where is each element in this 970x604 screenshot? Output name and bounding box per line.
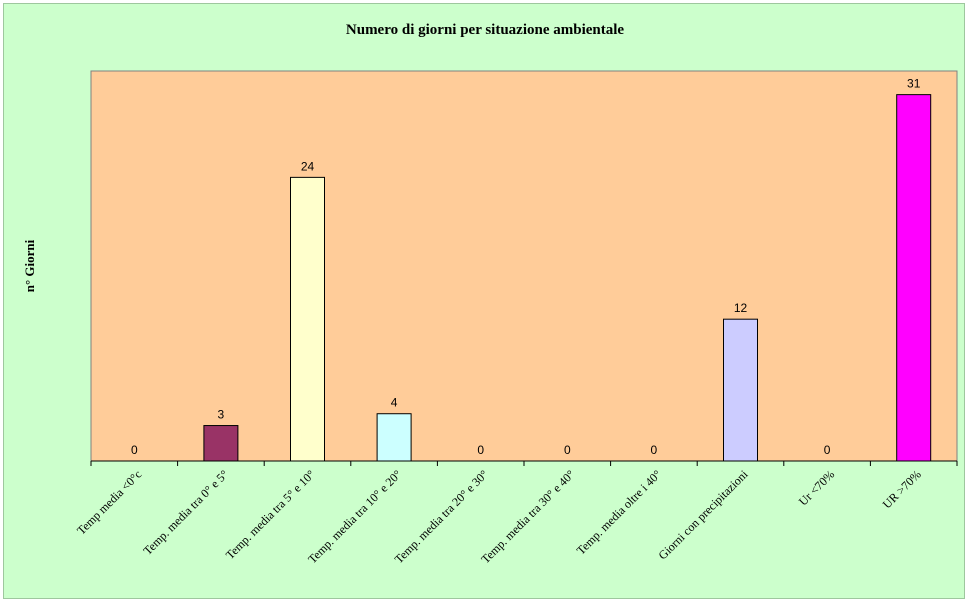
x-tick-label: Temp media <0°c bbox=[74, 467, 144, 537]
data-label: 12 bbox=[734, 301, 748, 315]
data-label: 4 bbox=[391, 396, 398, 410]
data-label: 0 bbox=[131, 443, 138, 457]
x-tick-label: Temp. media tra 20° e 30° bbox=[392, 467, 491, 566]
bar bbox=[203, 425, 239, 462]
chart-title: Numero di giorni per situazione ambienta… bbox=[345, 22, 625, 38]
data-label: 31 bbox=[907, 77, 921, 91]
plot-area bbox=[90, 70, 958, 462]
bar bbox=[896, 94, 932, 462]
x-tick-label: Temp. media oltre i 40° bbox=[574, 467, 664, 557]
x-tick-label: Temp. media tra 30° e 40° bbox=[478, 467, 577, 566]
data-label: 0 bbox=[651, 443, 658, 457]
data-label: 0 bbox=[824, 443, 831, 457]
x-tick-label: Temp. media tra 5° e 10° bbox=[223, 467, 318, 562]
bar bbox=[290, 176, 325, 462]
bar bbox=[376, 413, 412, 462]
x-tick-label: Temp. media tra 10° e 20° bbox=[305, 467, 404, 566]
x-tick-label: UR >70% bbox=[880, 467, 924, 511]
data-label: 0 bbox=[564, 443, 571, 457]
data-label: 0 bbox=[477, 443, 484, 457]
data-label: 3 bbox=[218, 408, 225, 422]
x-tick-label: Giorni con precipitazioni bbox=[655, 467, 751, 563]
x-tick-label: Ur <70% bbox=[796, 467, 837, 508]
bar bbox=[723, 318, 758, 462]
data-label: 24 bbox=[301, 159, 315, 173]
x-tick-label: Temp. media tra 0° e 5° bbox=[140, 467, 231, 558]
